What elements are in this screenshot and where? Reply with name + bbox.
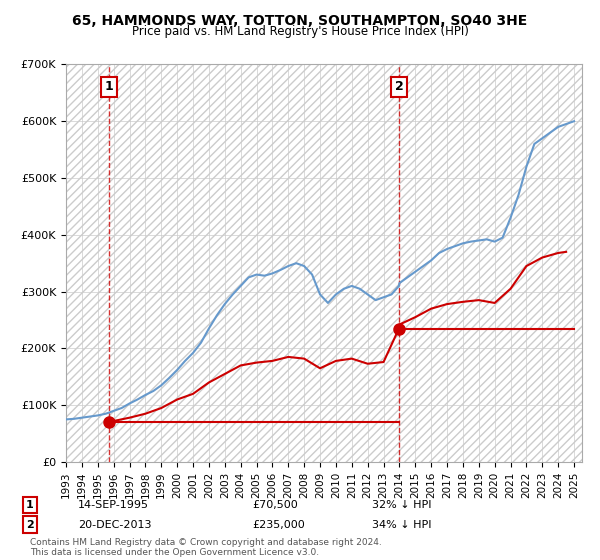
Text: £235,000: £235,000 [252,520,305,530]
Text: 2: 2 [26,520,34,530]
Text: £70,500: £70,500 [252,500,298,510]
Text: 1: 1 [26,500,34,510]
Text: 14-SEP-1995: 14-SEP-1995 [78,500,149,510]
Text: 20-DEC-2013: 20-DEC-2013 [78,520,151,530]
Text: 34% ↓ HPI: 34% ↓ HPI [372,520,431,530]
Text: 1: 1 [104,80,113,94]
Text: 32% ↓ HPI: 32% ↓ HPI [372,500,431,510]
Text: 2: 2 [395,80,403,94]
Text: Contains HM Land Registry data © Crown copyright and database right 2024.
This d: Contains HM Land Registry data © Crown c… [30,538,382,557]
Text: Price paid vs. HM Land Registry's House Price Index (HPI): Price paid vs. HM Land Registry's House … [131,25,469,38]
Text: 65, HAMMONDS WAY, TOTTON, SOUTHAMPTON, SO40 3HE: 65, HAMMONDS WAY, TOTTON, SOUTHAMPTON, S… [73,14,527,28]
